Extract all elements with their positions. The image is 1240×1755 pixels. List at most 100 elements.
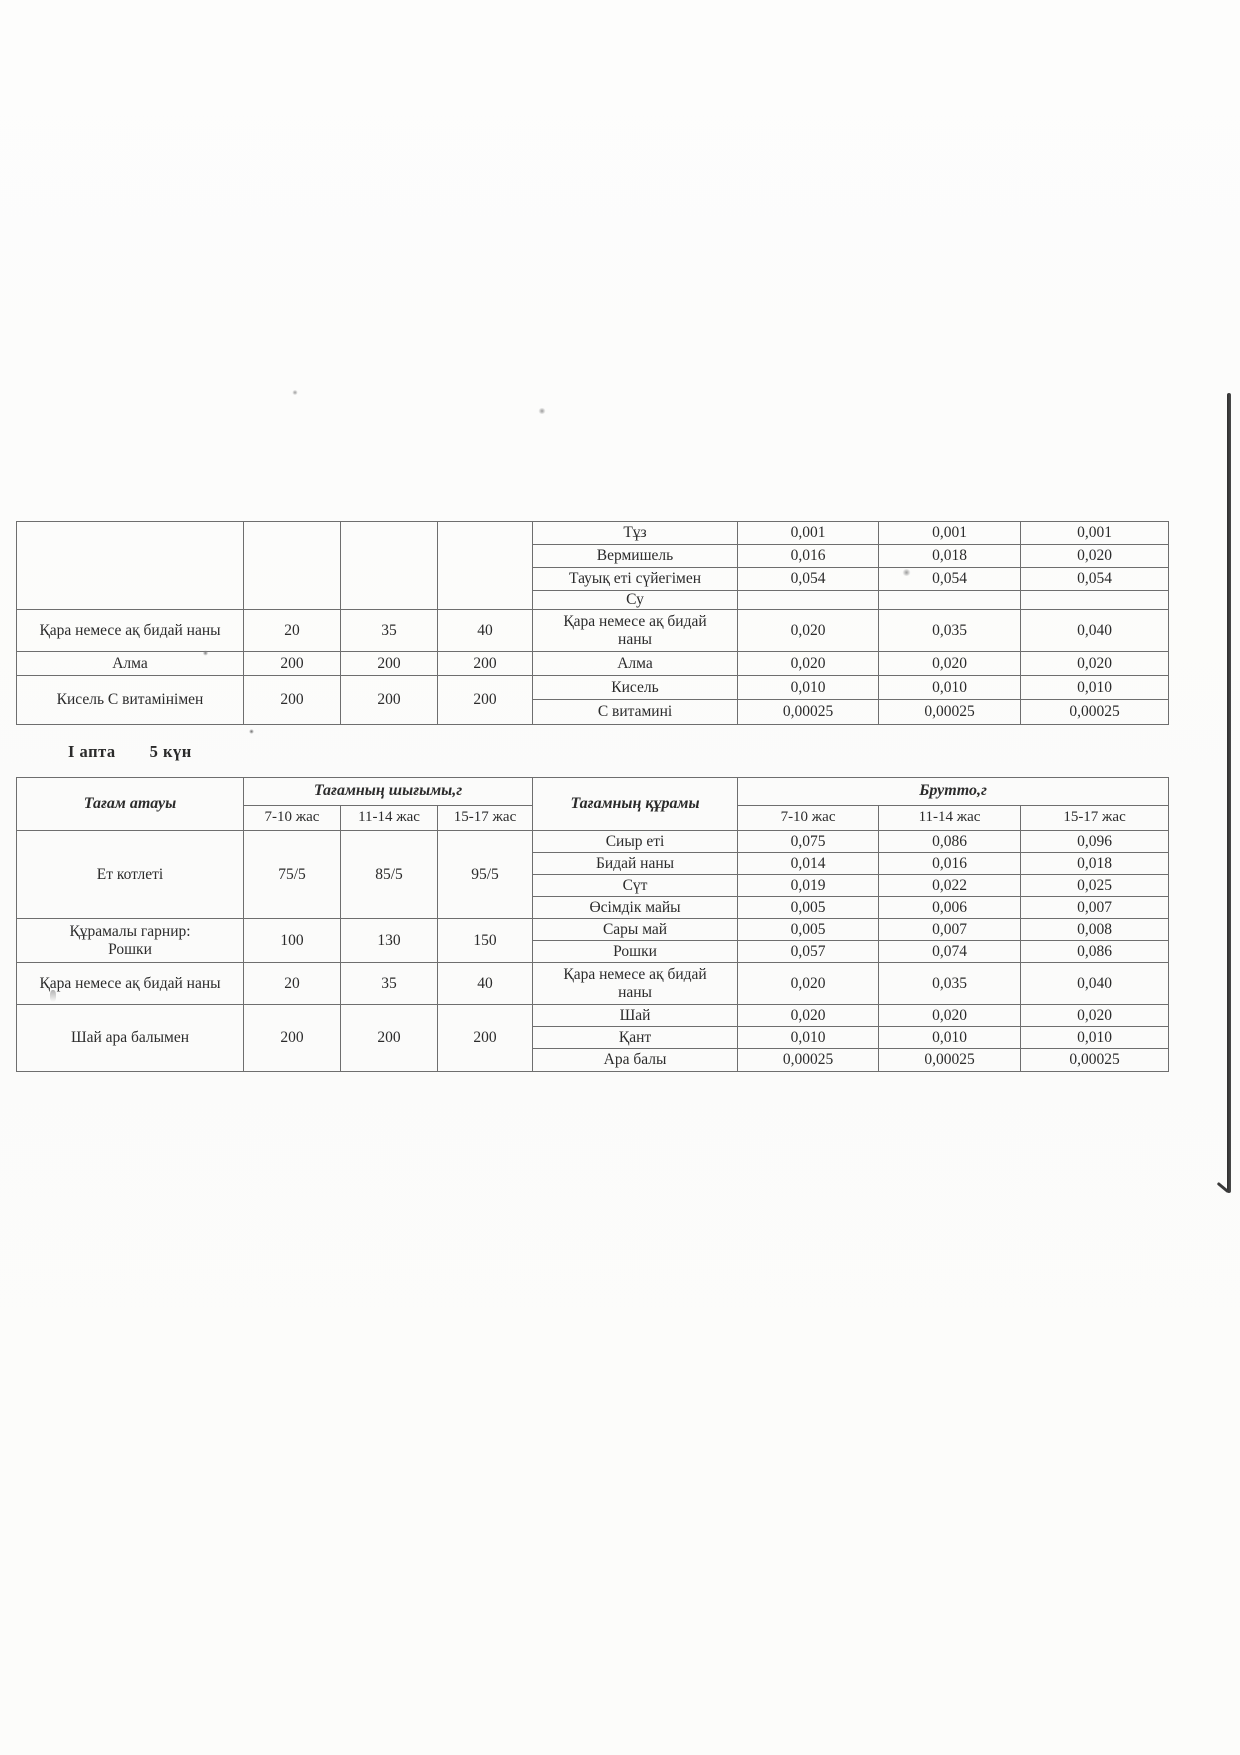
brutto-cell: 0,00025	[737, 699, 879, 725]
portion-cell: 20	[243, 609, 341, 652]
brutto-cell: 0,020	[737, 1004, 880, 1027]
portion-cell: 100	[243, 918, 341, 963]
brutto-cell: 0,010	[737, 675, 879, 700]
brutto-cell: 0,022	[878, 874, 1022, 897]
portion-cell: 35	[340, 609, 438, 652]
header-row: Тағам атауы Тағамның шығымы,г Тағамның қ…	[16, 777, 1170, 831]
portion-cell: 130	[340, 918, 438, 963]
dish-cell: Алма	[16, 651, 244, 676]
brutto-cell: 0,00025	[878, 699, 1021, 725]
table-row: Шай ара балымен 200 200 200 Шай 0,020 0,…	[16, 1004, 1170, 1072]
ingredient-cell: Шай	[532, 1004, 739, 1027]
brutto-cell: 0,040	[1020, 962, 1170, 1005]
brutto-cell: 0,010	[878, 675, 1021, 700]
brutto-cell: 0,00025	[1020, 699, 1169, 725]
ingredient-cell: Сүт	[532, 874, 739, 897]
brutto-cell: 0,005	[737, 918, 880, 941]
brutto-cell: 0,010	[737, 1026, 880, 1049]
age-header: 7-10 жас	[737, 805, 880, 831]
section-heading: I апта 5 күн	[68, 742, 226, 762]
ingredient-cell: Қант	[532, 1026, 739, 1049]
table-row: Сүт 0,019 0,022 0,025	[17, 874, 1170, 897]
portion-cell: 150	[436, 918, 534, 963]
brutto-cell: 0,057	[737, 940, 880, 963]
brutto-cell: 0,016	[878, 852, 1022, 875]
portion-cell: 40	[437, 609, 533, 652]
dish-cell	[16, 521, 244, 610]
brutto-cell: 0,018	[878, 544, 1021, 568]
ingredient-cell: Тұз	[532, 521, 738, 545]
portion-cell: 75/5	[243, 830, 341, 919]
brutto-cell: 0,020	[737, 609, 879, 652]
brutto-cell: 0,054	[737, 567, 879, 591]
ingredient-cell: Сары май	[532, 918, 739, 941]
ingredient-cell: Алма	[532, 651, 738, 676]
brutto-cell: 0,007	[878, 918, 1022, 941]
dish-cell: Қара немесе ақ бидай наны	[16, 609, 244, 652]
portion-cell: 200	[437, 675, 533, 725]
paper-speck	[203, 650, 208, 656]
portion-cell: 200	[437, 651, 533, 676]
ingredient-cell: Өсімдік майы	[532, 896, 739, 919]
brutto-cell: 0,00025	[878, 1048, 1022, 1072]
col-header-dish: Тағам атауы	[16, 777, 244, 831]
portion-cell: 200	[436, 1004, 534, 1072]
ingredient-cell: Қара немесе ақ бидай наны	[532, 962, 739, 1005]
paper-speck	[249, 729, 254, 734]
brutto-cell: 0,014	[737, 852, 880, 875]
portion-cell	[437, 521, 533, 610]
table-row: Тұз 0,001 0,001 0,001	[16, 521, 1169, 610]
brutto-cell	[737, 590, 879, 610]
age-header: 15-17 жас	[436, 805, 534, 831]
table-row: Су	[17, 590, 1169, 610]
table-row: Ара балы 0,00025 0,00025 0,00025	[17, 1048, 1170, 1072]
table-row: Өсімдік майы 0,005 0,006 0,007	[17, 896, 1170, 919]
portion-cell: 95/5	[436, 830, 534, 919]
brutto-cell: 0,010	[1020, 1026, 1170, 1049]
paper-speck	[538, 408, 546, 414]
brutto-cell: 0,075	[737, 830, 880, 853]
table-row: Тауық еті сүйегімен 0,054 0,054 0,054	[17, 567, 1169, 591]
age-header: 15-17 жас	[1020, 805, 1170, 831]
brutto-cell: 0,020	[737, 962, 880, 1005]
table-row: Рошки 0,057 0,074 0,086	[17, 940, 1170, 963]
menu-table-day5: Тағам атауы Тағамның шығымы,г Тағамның қ…	[16, 777, 1170, 1072]
col-header-composition: Тағамның құрамы	[532, 777, 739, 831]
portion-cell: 200	[340, 675, 438, 725]
brutto-cell: 0,018	[1020, 852, 1170, 875]
table-row: Құрамалы гарнир: Рошки 100 130 150 Сары …	[16, 918, 1170, 963]
brutto-cell: 0,086	[878, 830, 1022, 853]
brutto-cell: 0,025	[1020, 874, 1170, 897]
table-row: Вермишель 0,016 0,018 0,020	[17, 544, 1169, 568]
portion-cell	[340, 521, 438, 610]
brutto-cell: 0,020	[1020, 1004, 1170, 1027]
brutto-cell: 0,054	[1020, 567, 1169, 591]
table-row: Кисель С витамінімен 200 200 200 Кисель …	[16, 675, 1169, 725]
ingredient-cell: Қара немесе ақ бидай наны	[532, 609, 738, 652]
brutto-cell	[878, 590, 1021, 610]
portion-cell: 200	[340, 1004, 438, 1072]
dish-cell: Құрамалы гарнир: Рошки	[16, 918, 244, 963]
brutto-cell: 0,035	[878, 609, 1021, 652]
brutto-cell: 0,020	[1020, 544, 1169, 568]
day-label: 5 күн	[149, 742, 192, 761]
dish-cell: Ет котлеті	[16, 830, 244, 919]
col-header-output: Тағамның шығымы,г	[242, 777, 534, 806]
brutto-cell: 0,074	[878, 940, 1022, 963]
table-row: Қант 0,010 0,010 0,010	[17, 1026, 1170, 1049]
brutto-cell: 0,020	[878, 1004, 1022, 1027]
table-row: Қара немесе ақ бидай наны 20 35 40 Қара …	[16, 962, 1170, 1005]
brutto-cell: 0,086	[1020, 940, 1170, 963]
brutto-cell: 0,00025	[1020, 1048, 1170, 1072]
brutto-cell: 0,00025	[737, 1048, 880, 1072]
portion-cell: 200	[243, 675, 341, 725]
brutto-cell: 0,020	[1020, 651, 1169, 676]
table-row: Қара немесе ақ бидай наны 20 35 40 Қара …	[16, 609, 1169, 652]
portion-cell: 20	[243, 962, 341, 1005]
col-header-brutto: Брутто,г	[737, 777, 1170, 806]
brutto-cell: 0,054	[878, 567, 1021, 591]
dish-cell: Кисель С витамінімен	[16, 675, 244, 725]
paper-speck	[902, 569, 911, 576]
menu-table-top: Тұз 0,001 0,001 0,001 Вермишель 0,016 0,…	[16, 521, 1169, 725]
ingredient-cell: Тауық еті сүйегімен	[532, 567, 738, 591]
